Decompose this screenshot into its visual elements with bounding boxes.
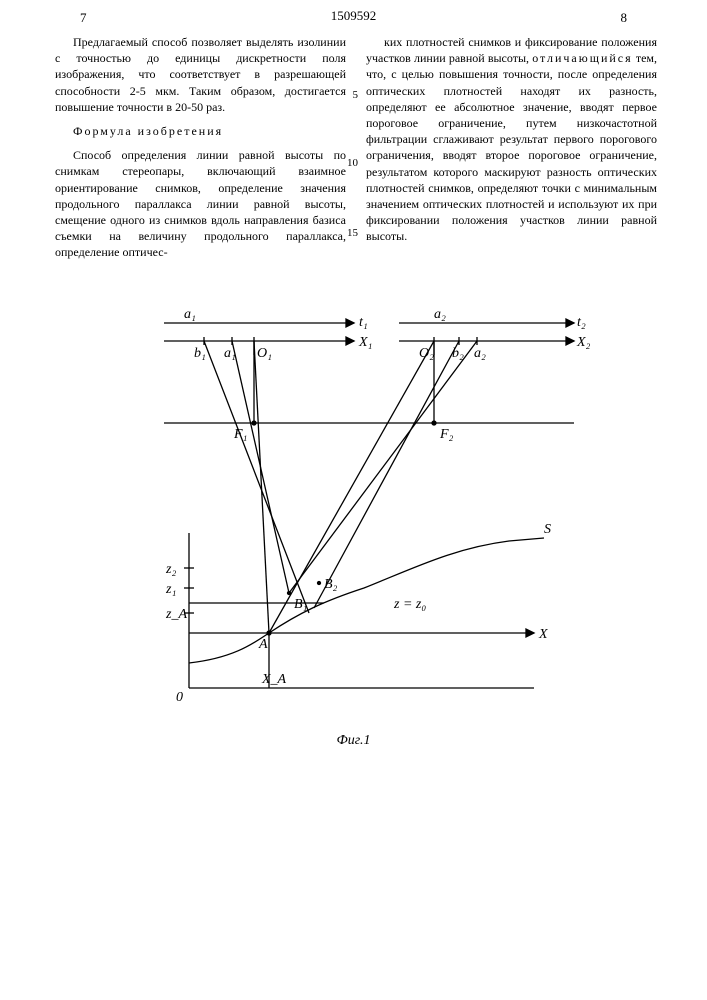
- col1-para1: Предлагаемый способ позволяет выделять и…: [55, 34, 346, 115]
- page-num-right: 8: [621, 10, 628, 26]
- lbl-F1: F₁: [233, 427, 247, 442]
- text-columns: Предлагаемый способ позволяет выделять и…: [0, 24, 707, 268]
- lbl-B1: B₁: [294, 597, 307, 612]
- figure-caption: Фиг.1: [0, 733, 707, 749]
- figure-svg: a₁ t₁ X₁ a₂ t₂ X₂ b₁ a₁ O₁ O₂ b₂ a₂ F₁ F…: [114, 293, 594, 723]
- lbl-B2: B₂: [324, 577, 338, 592]
- doc-number: 1509592: [0, 8, 707, 24]
- lbl-A: A: [258, 637, 268, 652]
- lbl-X: X: [538, 627, 548, 642]
- lbl-b1: b₁: [194, 346, 206, 361]
- lbl-t2: t₂: [577, 315, 586, 330]
- lbl-o2: O₂: [419, 346, 434, 361]
- lbl-xA: X_A: [261, 672, 287, 687]
- lbl-b2: b₂: [452, 346, 464, 361]
- page-num-left: 7: [80, 10, 87, 26]
- formula-title: Формула изобретения: [73, 124, 223, 138]
- col1-para2: Способ определения линии равной высоты п…: [55, 147, 346, 260]
- lbl-x1: X₁: [358, 335, 372, 350]
- line-num-10: 10: [347, 156, 358, 171]
- lbl-o1: O₁: [257, 346, 272, 361]
- line-num-5: 5: [353, 88, 359, 103]
- lbl-z2: z₂: [165, 562, 176, 577]
- lbl-O: 0: [176, 690, 183, 705]
- lbl-a1: a₁: [184, 307, 196, 322]
- lbl-t1: t₁: [359, 315, 368, 330]
- lbl-S: S: [544, 522, 551, 537]
- lbl-zz0: z = z₀: [393, 597, 426, 612]
- column-right: ких плотностей снимков и фиксирование по…: [366, 34, 657, 268]
- lbl-small-a2: a₂: [474, 346, 486, 361]
- column-left: Предлагаемый способ позволяет выделять и…: [55, 34, 346, 268]
- lbl-zA: z_A: [165, 607, 187, 622]
- lbl-a2: a₂: [434, 307, 446, 322]
- lbl-z1: z₁: [165, 582, 176, 597]
- line-num-15: 15: [347, 226, 358, 241]
- lbl-x2: X₂: [576, 335, 591, 350]
- lbl-small-a1: a₁: [224, 346, 236, 361]
- lbl-F2: F₂: [439, 427, 454, 442]
- col2-para1: ких плотностей снимков и фиксирование по…: [366, 34, 657, 244]
- figure-1: a₁ t₁ X₁ a₂ t₂ X₂ b₁ a₁ O₁ O₂ b₂ a₂ F₁ F…: [0, 293, 707, 749]
